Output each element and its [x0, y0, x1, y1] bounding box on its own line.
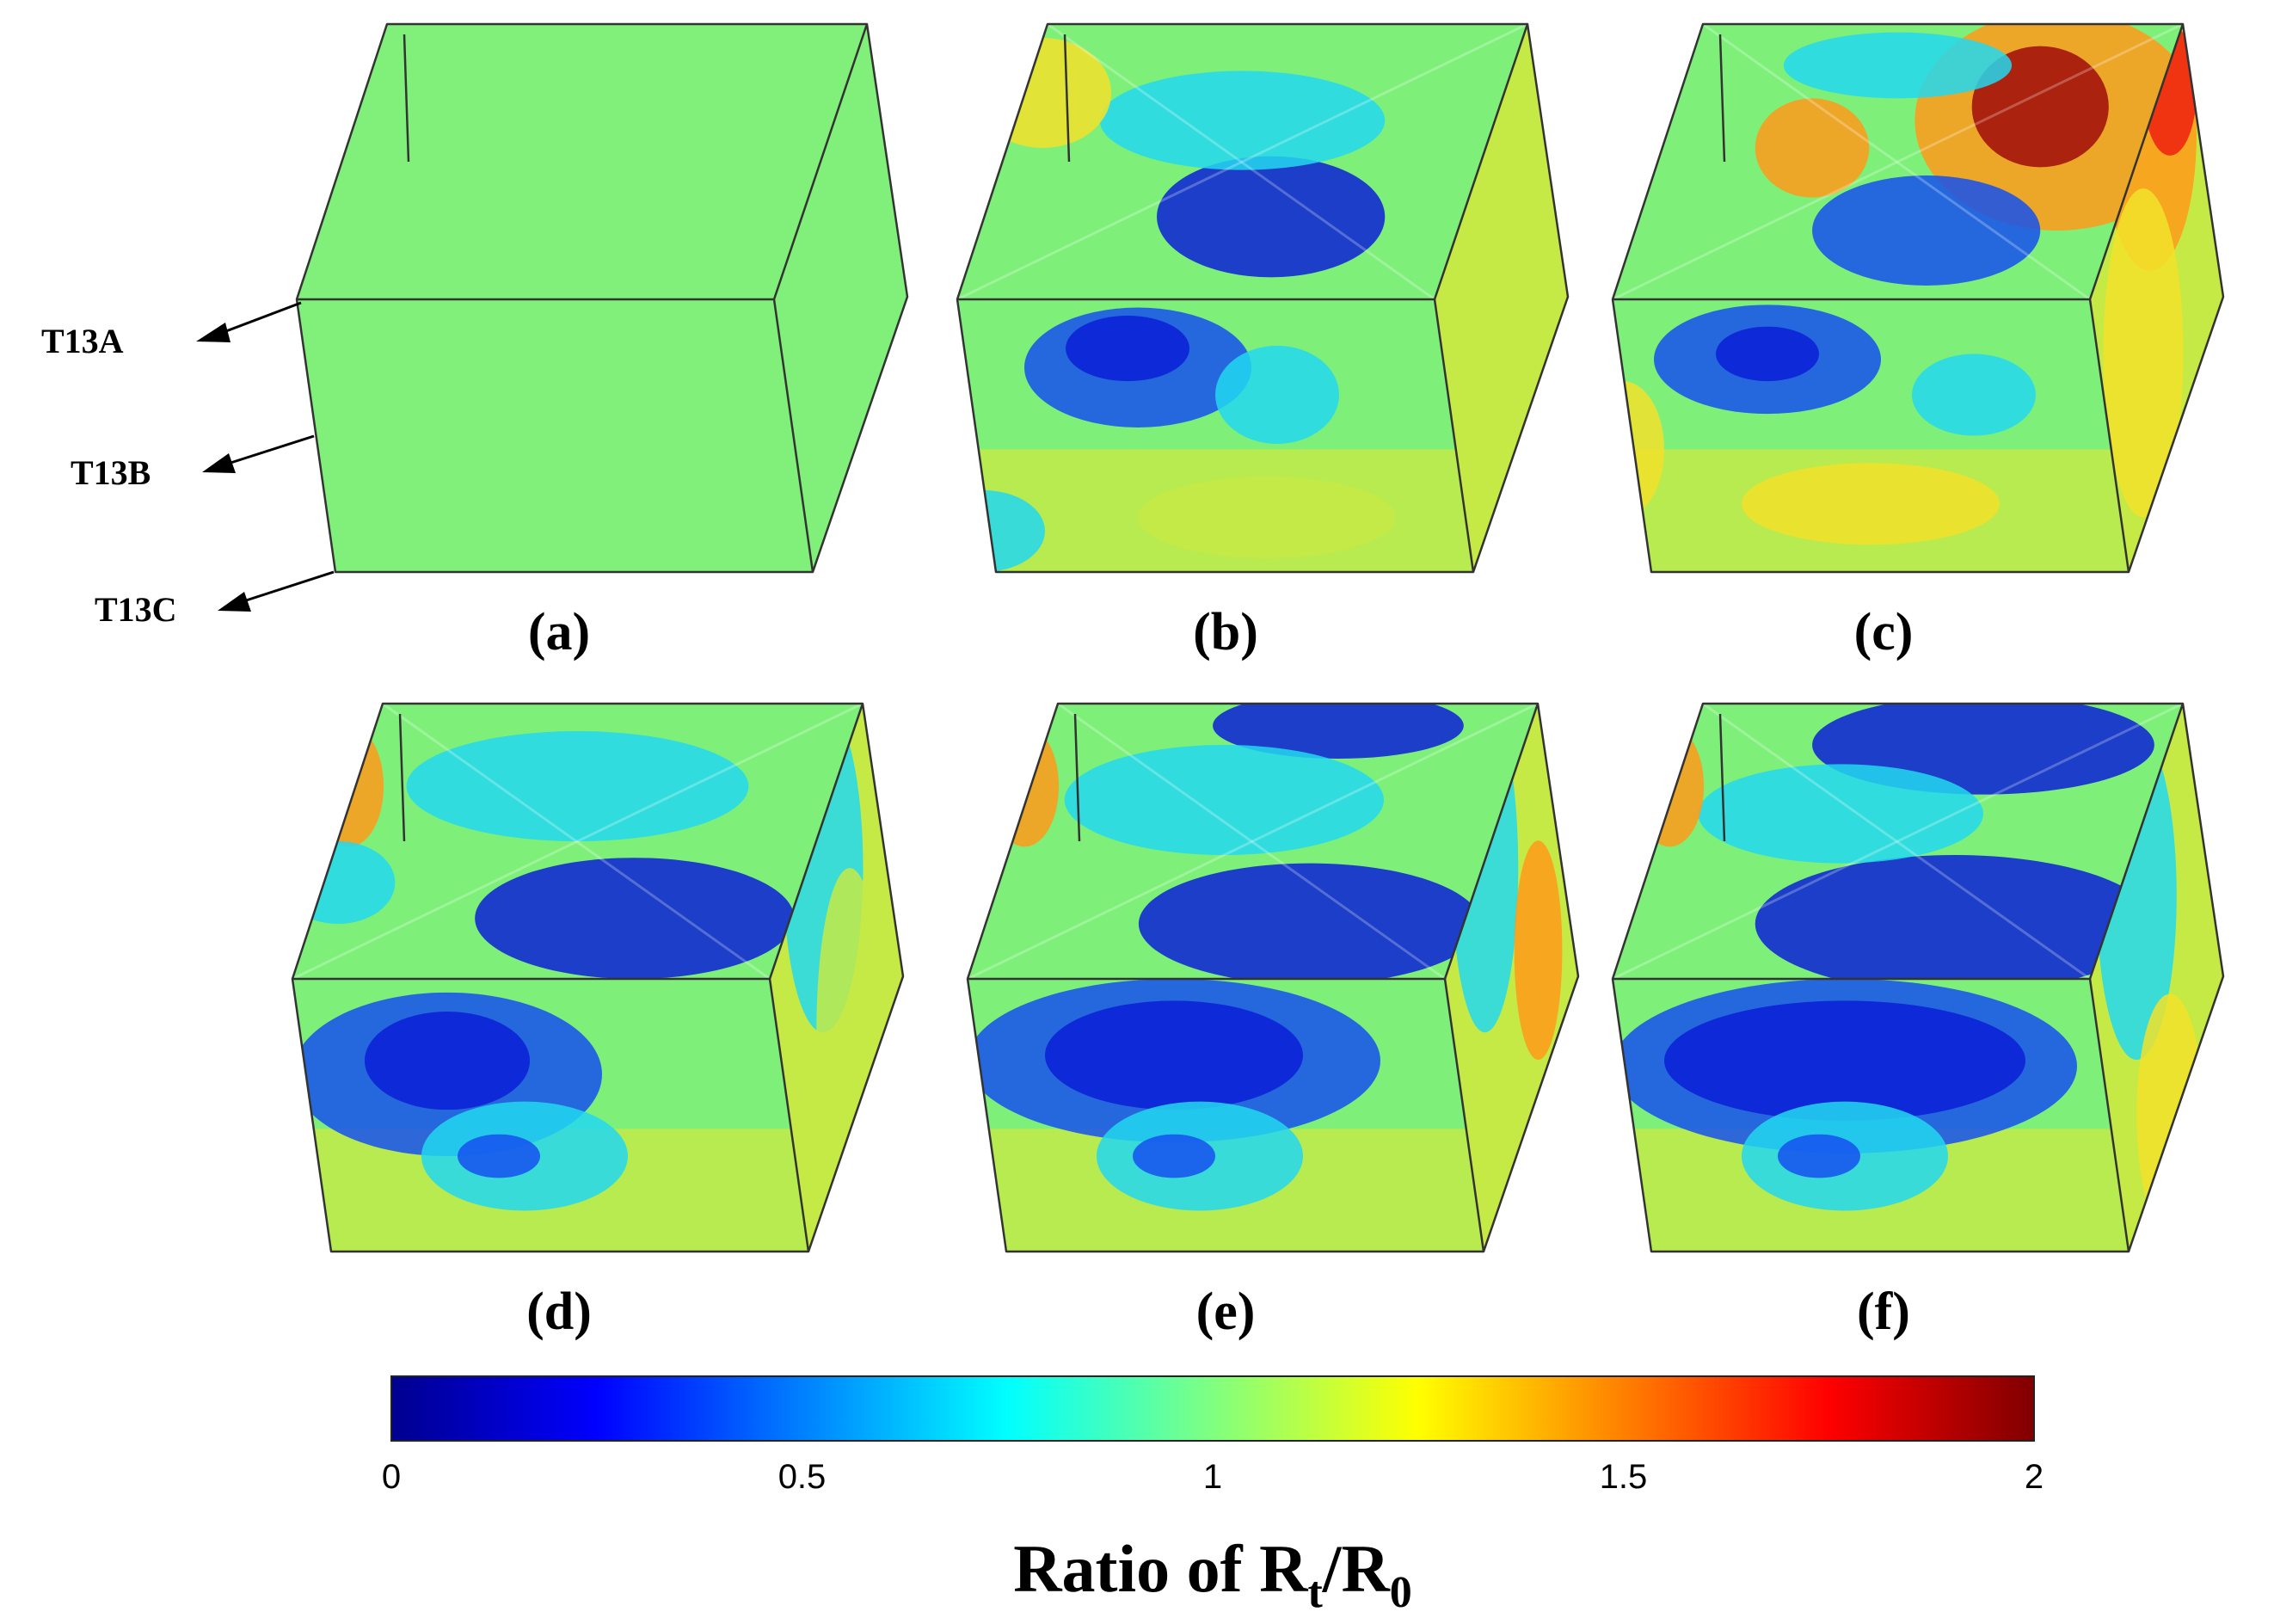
cube-face-side: [770, 704, 903, 1252]
cube-edge: [1433, 298, 1475, 573]
panel-label-f: (f): [1857, 1283, 1910, 1341]
cube-face-front: [1613, 299, 2129, 572]
field-region: [2103, 188, 2184, 518]
field-region: [1613, 381, 1664, 518]
field-region: [1783, 32, 2013, 99]
layer-label-t13c: T13C: [95, 590, 177, 629]
cube-edge: [772, 298, 814, 573]
layer-annotations: T13A T13B T13C: [41, 301, 335, 629]
cube-panel-c: [1611, 22, 2225, 574]
borehole-line: [1718, 713, 1726, 842]
panel-label-b: (b): [1193, 603, 1258, 661]
field-region: [406, 731, 749, 841]
field-region: [315, 725, 384, 847]
field-region: [1698, 764, 1983, 864]
borehole-line: [1063, 34, 1071, 163]
field-region: [1971, 46, 2109, 168]
field-region: [1454, 133, 1535, 463]
panel-label-d: (d): [526, 1283, 592, 1341]
borehole-line: [1718, 34, 1726, 163]
field-region: [1215, 345, 1339, 445]
field-region: [1066, 316, 1189, 382]
field-region: [1742, 463, 2000, 545]
field-region: [292, 841, 396, 924]
colorbar-tick-label: 0: [382, 1458, 401, 1496]
cube-face-top: [297, 24, 867, 299]
colorbar-tick-label: 1.5: [1600, 1458, 1648, 1496]
cube-panels: [291, 22, 2225, 1253]
field-region: [1157, 156, 1386, 278]
cube-panel-a: [295, 22, 909, 574]
field-region: [1778, 1134, 1860, 1178]
colorbar-tick-label: 2: [2025, 1458, 2044, 1496]
cube-edge: [2088, 298, 2130, 573]
field-region: [1138, 477, 1396, 559]
panel-label-c: (c): [1854, 603, 1914, 661]
panel-label-e: (e): [1196, 1283, 1256, 1341]
cube-face-top: [968, 704, 1538, 979]
cube-face-top: [1613, 24, 2183, 299]
field-region: [1912, 354, 2036, 436]
arrowhead-t13b: [202, 453, 236, 473]
cube-face-top: [292, 704, 863, 979]
field-region: [1716, 326, 1819, 382]
layer-label-t13b: T13B: [71, 453, 151, 492]
field-region: [816, 868, 883, 1197]
field-region: [1064, 745, 1384, 855]
cube-panel-d: [291, 702, 905, 1253]
cube-face-front: [968, 979, 1484, 1252]
cube-edge: [1443, 978, 1485, 1252]
field-region: [1133, 1134, 1215, 1178]
field-region: [1045, 1000, 1303, 1110]
cube-edge: [2088, 978, 2130, 1252]
field-region: [1755, 98, 1870, 198]
field-region: [1099, 71, 1386, 170]
field-region: [990, 725, 1060, 847]
cube-face-front: [297, 299, 813, 572]
field-region: [1213, 704, 1464, 759]
cube-face-side: [1435, 24, 1568, 572]
field-region: [1635, 725, 1705, 847]
cube-face-side: [774, 24, 907, 572]
field-region: [1755, 855, 2154, 979]
cube-face-top: [957, 24, 1527, 299]
field-region: [475, 858, 795, 979]
arrow-t13c: [240, 570, 335, 604]
cube-face-front: [1613, 979, 2129, 1252]
cube-panel-e: [966, 702, 1580, 1253]
cube-panel-b: [956, 22, 1570, 574]
field-region: [957, 489, 1045, 572]
panel-label-a: (a): [528, 603, 590, 661]
colorbar-tick-label: 1: [1203, 1458, 1222, 1496]
field-region: [365, 1012, 530, 1110]
arrowhead-t13c: [218, 592, 251, 612]
arrowhead-t13a: [196, 323, 230, 342]
field-region: [1138, 863, 1481, 979]
cube-panel-f: [1611, 702, 2225, 1253]
cube-face-front: [292, 979, 808, 1252]
arrow-t13b: [224, 434, 315, 466]
colorbar-bar: [390, 1375, 2035, 1442]
field-region: [1812, 175, 2041, 286]
field-region: [1664, 1000, 2025, 1121]
colorbar-tick-label: 0.5: [778, 1458, 827, 1496]
field-region: [458, 1134, 540, 1178]
colorbar-ticks: 0 0.5 1 1.5 2: [382, 1458, 2044, 1496]
borehole-line: [403, 34, 410, 163]
borehole-line: [398, 713, 406, 842]
cube-face-top: [1613, 704, 2183, 979]
borehole-line: [1073, 713, 1081, 842]
cube-face-front: [957, 299, 1473, 572]
colorbar-title: Ratio of Rt/R0: [1013, 1531, 1412, 1617]
colorbar: 0 0.5 1 1.5 2 Ratio of Rt/R0: [382, 1375, 2044, 1617]
layer-label-t13a: T13A: [41, 322, 124, 360]
cube-edge: [768, 978, 810, 1252]
arrow-t13a: [218, 301, 302, 335]
field-region: [1514, 840, 1563, 1061]
